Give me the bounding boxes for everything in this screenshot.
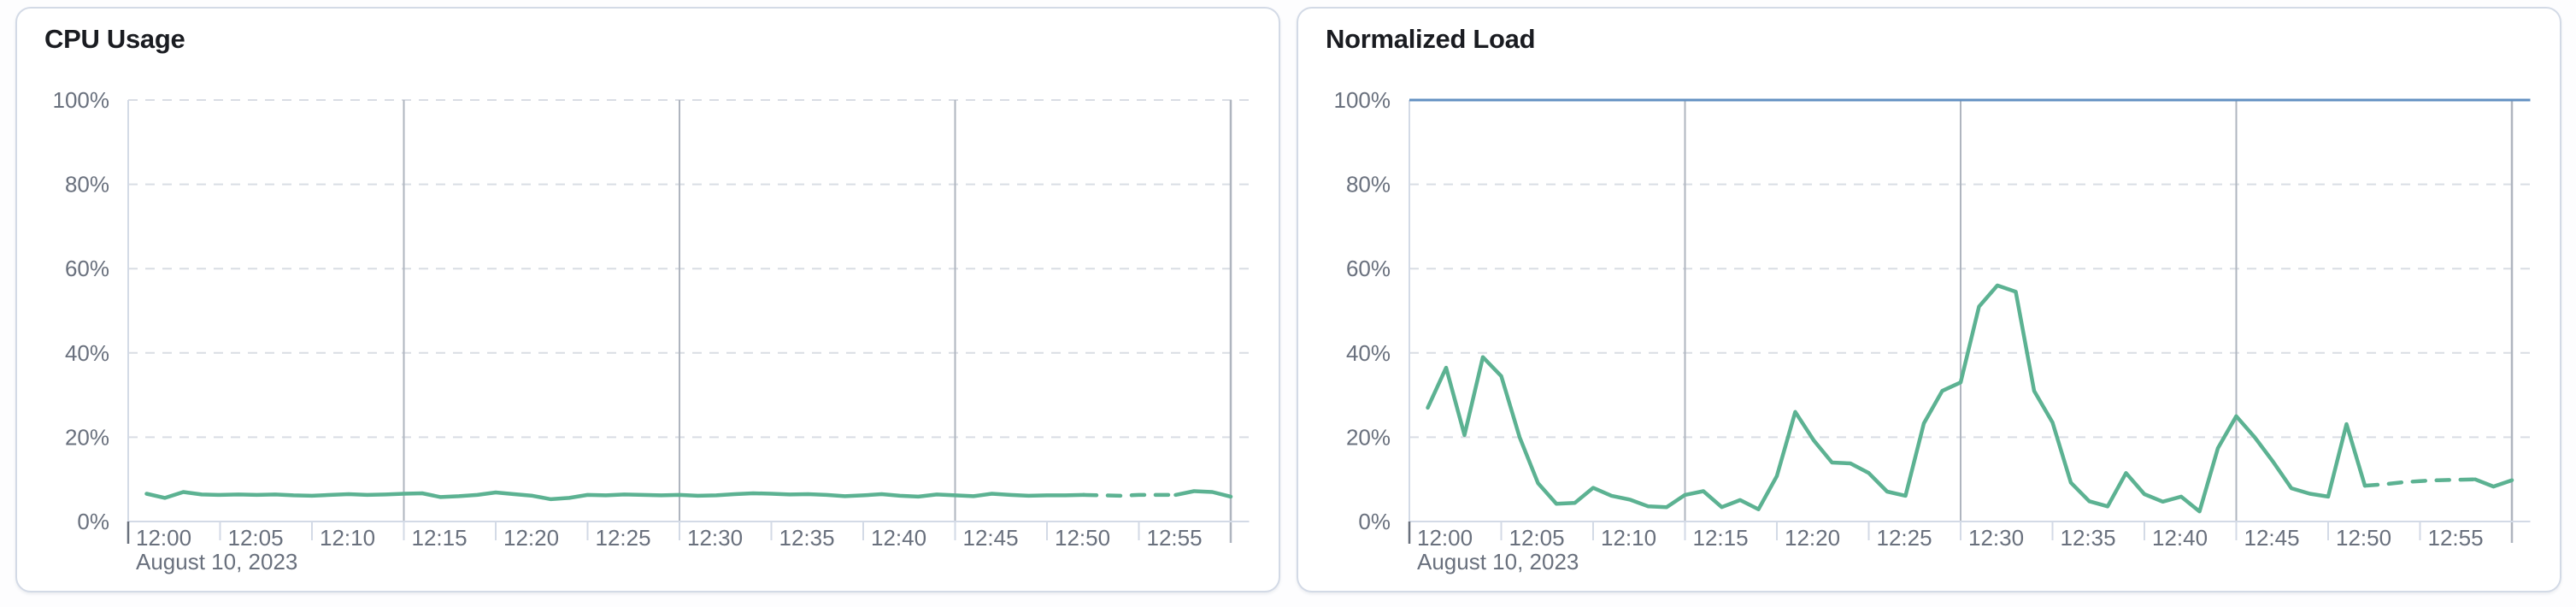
x-axis: 12:00 12:05 12:10 12:15 12:20 12:25 12:30 12:35… <box>1408 522 2484 575</box>
vertical-gridlines <box>403 100 1232 543</box>
axis-tick-label: 60% <box>1346 256 1391 281</box>
panel-title: CPU Usage <box>44 24 185 54</box>
axis-tick-label: 12:35 <box>779 525 835 551</box>
axis-tick-label: 12:20 <box>503 525 559 551</box>
axis-tick-label: 12:50 <box>2336 525 2391 551</box>
axis-tick-label: 12:25 <box>1877 525 1932 551</box>
axis-tick-label: 12:30 <box>1968 525 2024 551</box>
y-axis: 0% 20% 40% 60% 80% 100% <box>1334 87 1391 534</box>
axis-tick-label: 12:15 <box>412 525 468 551</box>
axis-tick-label: 12:10 <box>320 525 375 551</box>
axis-tick-label: 80% <box>65 172 109 197</box>
cpu-usage-percent-line <box>144 489 1233 502</box>
series-segment-forecast-dashed <box>1081 492 1178 498</box>
normalized-load-chart[interactable]: 12:00 12:05 12:10 12:15 12:20 12:25 12:30 12:35… <box>1298 9 2563 598</box>
series-segment-solid <box>1426 283 2367 514</box>
axes <box>1409 100 2531 522</box>
vertical-gridlines <box>1684 100 2514 543</box>
x-axis: 12:00 12:05 12:10 12:15 12:20 12:25 12:30 12:35… <box>126 522 1203 575</box>
axes <box>127 100 1250 522</box>
axis-tick-label: 12:25 <box>596 525 651 551</box>
series-segment-solid <box>2473 477 2514 489</box>
axis-tick-label: 12:50 <box>1055 525 1110 551</box>
axis-tick-label: 12:30 <box>687 525 743 551</box>
axis-tick-label: 100% <box>1334 87 1391 113</box>
x-axis-date-label: August 10, 2023 <box>1417 549 1579 575</box>
cpu-usage-panel: 12:00 12:05 12:10 12:15 12:20 12:25 12:30 12:35… <box>15 7 1280 592</box>
axis-tick-label: 12:10 <box>1601 525 1656 551</box>
axis-tick-label: 0% <box>77 509 109 534</box>
axis-tick-label: 12:55 <box>2428 525 2484 551</box>
y-axis: 0% 20% 40% 60% 80% 100% <box>53 87 110 534</box>
axis-tick-label: 12:20 <box>1785 525 1840 551</box>
axis-tick-label: 20% <box>1346 424 1391 450</box>
axis-tick-label: 12:00 <box>136 525 191 551</box>
axis-tick-label: 0% <box>1358 509 1391 534</box>
axis-tick-label: 40% <box>1346 340 1391 366</box>
axis-tick-label: 12:45 <box>963 525 1019 551</box>
axis-tick-label: 12:55 <box>1147 525 1203 551</box>
panel-title: Normalized Load <box>1326 24 1536 54</box>
normalized-load-panel: 12:00 12:05 12:10 12:15 12:20 12:25 12:30 12:35… <box>1297 7 2561 592</box>
axis-tick-label: 80% <box>1346 172 1391 197</box>
x-axis-date-label: August 10, 2023 <box>136 549 297 575</box>
axis-tick-label: 12:45 <box>2244 525 2300 551</box>
axis-tick-label: 40% <box>65 340 109 366</box>
horizontal-gridlines <box>1409 183 2531 439</box>
axis-tick-label: 12:05 <box>1509 525 1565 551</box>
series-segment-solid <box>1173 489 1233 499</box>
axis-tick-label: 60% <box>65 256 109 281</box>
series-segment-forecast-dashed <box>2362 477 2478 488</box>
axis-tick-label: 12:40 <box>871 525 926 551</box>
axis-tick-label: 12:40 <box>2152 525 2208 551</box>
horizontal-gridlines <box>128 99 1250 439</box>
axis-tick-label: 12:00 <box>1417 525 1473 551</box>
cpu-usage-chart[interactable]: 12:00 12:05 12:10 12:15 12:20 12:25 12:30 12:35… <box>17 9 1282 598</box>
axis-tick-label: 100% <box>53 87 110 113</box>
normalized-load-percent-line <box>1426 283 2514 514</box>
axis-tick-label: 12:05 <box>228 525 284 551</box>
axis-tick-label: 20% <box>65 424 109 450</box>
axis-tick-label: 12:15 <box>1693 525 1749 551</box>
axis-tick-label: 12:35 <box>2061 525 2116 551</box>
series-segment-solid <box>144 490 1086 502</box>
